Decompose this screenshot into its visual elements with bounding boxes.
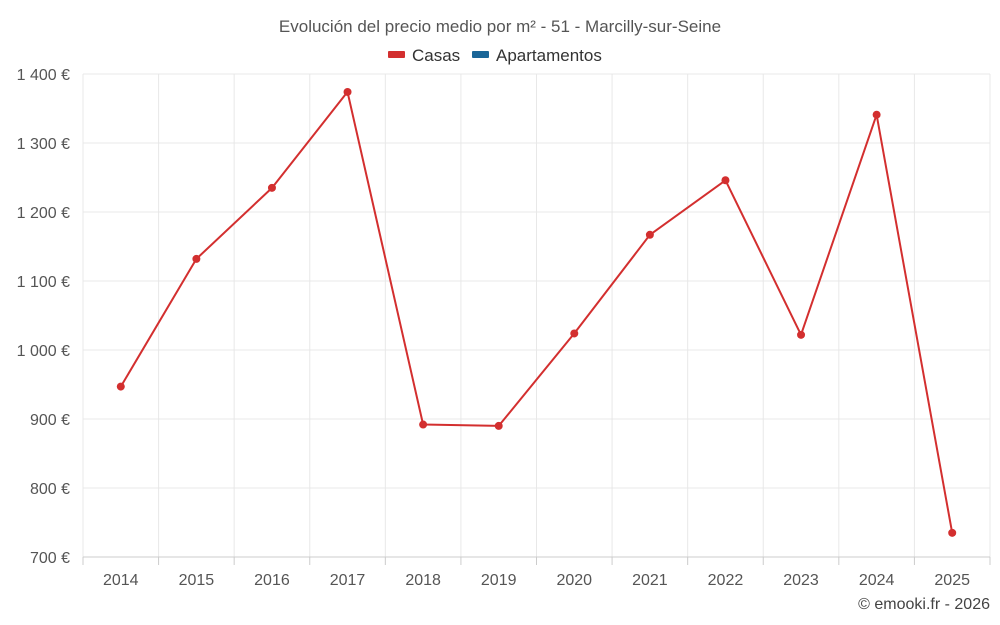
data-point-casas-2025[interactable]: [948, 528, 957, 537]
data-point-casas-2017[interactable]: [343, 87, 352, 96]
data-point-casas-2019[interactable]: [494, 421, 503, 430]
y-tick-label: 1 100 €: [17, 274, 70, 291]
axes: 700 € 800 € 900 € 1 000 € 1 100 € 1 200 € 1 30…: [17, 67, 991, 589]
legend-swatch-apartamentos: [472, 51, 489, 58]
x-tick-label: 2014: [103, 572, 139, 589]
data-point-casas-2021[interactable]: [645, 230, 654, 239]
data-point-casas-2022[interactable]: [721, 176, 730, 185]
x-tick-label: 2019: [481, 572, 517, 589]
x-tick-label: 2021: [632, 572, 668, 589]
x-tick-label: 2016: [254, 572, 290, 589]
x-tick-label: 2017: [330, 572, 366, 589]
x-tick-label: 2023: [783, 572, 819, 589]
credit-text: © emooki.fr - 2026: [858, 596, 990, 613]
y-tick-label: 900 €: [30, 412, 70, 429]
data-point-casas-2016[interactable]: [267, 183, 276, 192]
plot-area: [116, 87, 957, 537]
data-point-casas-2023[interactable]: [797, 330, 806, 339]
x-tick-label: 2022: [708, 572, 744, 589]
x-tick-label: 2020: [556, 572, 592, 589]
y-tick-label: 1 000 €: [17, 343, 70, 360]
data-point-casas-2014[interactable]: [116, 382, 125, 391]
y-tick-label: 800 €: [30, 481, 70, 498]
data-point-casas-2018[interactable]: [419, 420, 428, 429]
legend: Casas Apartamentos: [388, 46, 602, 65]
legend-label-apartamentos: Apartamentos: [496, 46, 602, 65]
x-tick-label: 2018: [405, 572, 441, 589]
y-tick-label: 700 €: [30, 550, 70, 567]
x-tick-label: 2024: [859, 572, 895, 589]
data-point-casas-2024[interactable]: [872, 110, 881, 119]
legend-label-casas: Casas: [412, 46, 460, 65]
data-point-casas-2020[interactable]: [570, 329, 579, 338]
x-tick-label: 2025: [934, 572, 970, 589]
legend-swatch-casas: [388, 51, 405, 58]
legend-item-apartamentos[interactable]: Apartamentos: [472, 46, 602, 65]
chart-title: Evolución del precio medio por m² - 51 -…: [279, 17, 721, 36]
data-point-casas-2015[interactable]: [192, 254, 201, 263]
grid: [82, 73, 991, 557]
y-tick-label: 1 400 €: [17, 67, 70, 84]
y-tick-label: 1 300 €: [17, 136, 70, 153]
legend-item-casas[interactable]: Casas: [388, 46, 460, 65]
y-tick-label: 1 200 €: [17, 205, 70, 222]
x-tick-label: 2015: [179, 572, 215, 589]
series-line-casas: [119, 90, 954, 534]
